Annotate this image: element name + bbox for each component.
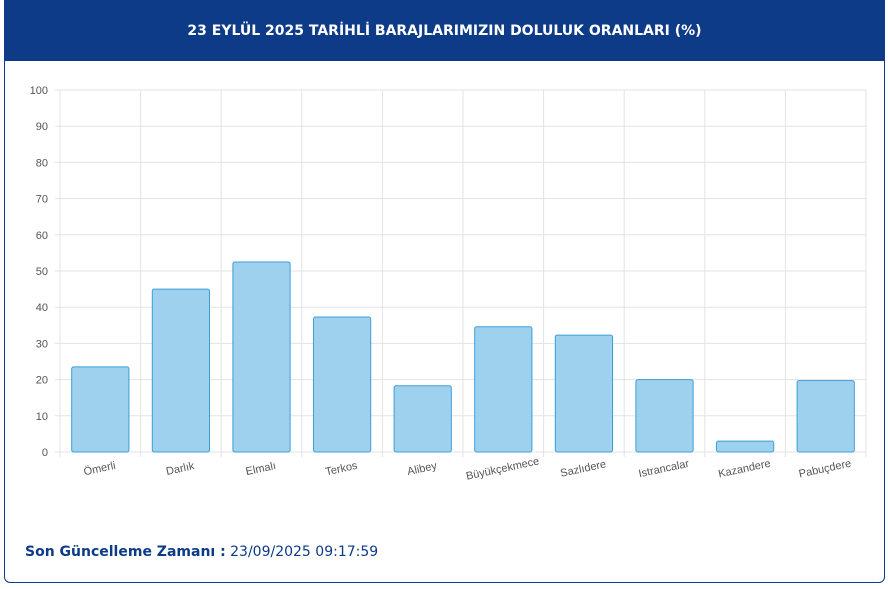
bar [554,334,614,453]
x-tick-label: Kazandere [717,458,772,481]
x-tick-label: Pabuçdere [798,458,853,481]
y-tick-label: 50 [36,266,48,278]
bar [715,440,775,453]
y-tick-label: 30 [36,338,48,350]
y-tick-label: 20 [36,375,48,387]
bar [796,380,855,453]
y-tick-label: 100 [30,85,48,97]
bar [151,288,211,453]
footer-label: Son Güncelleme Zamanı : [25,544,226,560]
footer: Son Güncelleme Zamanı : 23/09/2025 09:17… [25,544,378,560]
y-tick-label: 10 [36,411,48,423]
x-tick-label: Istrancalar [638,458,691,480]
x-tick-label: Ömerli [83,460,117,478]
chart-title: 23 EYLÜL 2025 TARİHLİ BARAJLARIMIZIN DOL… [5,1,884,61]
bar [635,379,694,453]
bar [393,385,452,453]
y-tick-label: 80 [36,157,48,169]
y-tick-label: 0 [42,447,48,459]
footer-value: 23/09/2025 09:17:59 [230,544,379,560]
y-tick-label: 40 [36,302,48,314]
y-tick-label: 70 [36,194,48,206]
x-tick-label: Alibey [406,460,438,478]
x-tick-label: Sazlıdere [559,458,607,479]
bar [232,261,291,453]
y-tick-label: 60 [36,230,48,242]
bar [71,366,130,453]
y-tick-label: 90 [36,121,48,133]
x-tick-label: Darlık [165,460,196,478]
card: 23 EYLÜL 2025 TARİHLİ BARAJLARIMIZIN DOL… [4,0,885,583]
bar [312,316,372,453]
x-tick-label: Büyükçekmece [465,455,540,482]
x-tick-label: Terkos [324,460,359,479]
x-tick-label: Elmalı [245,460,277,478]
bar [474,326,533,453]
